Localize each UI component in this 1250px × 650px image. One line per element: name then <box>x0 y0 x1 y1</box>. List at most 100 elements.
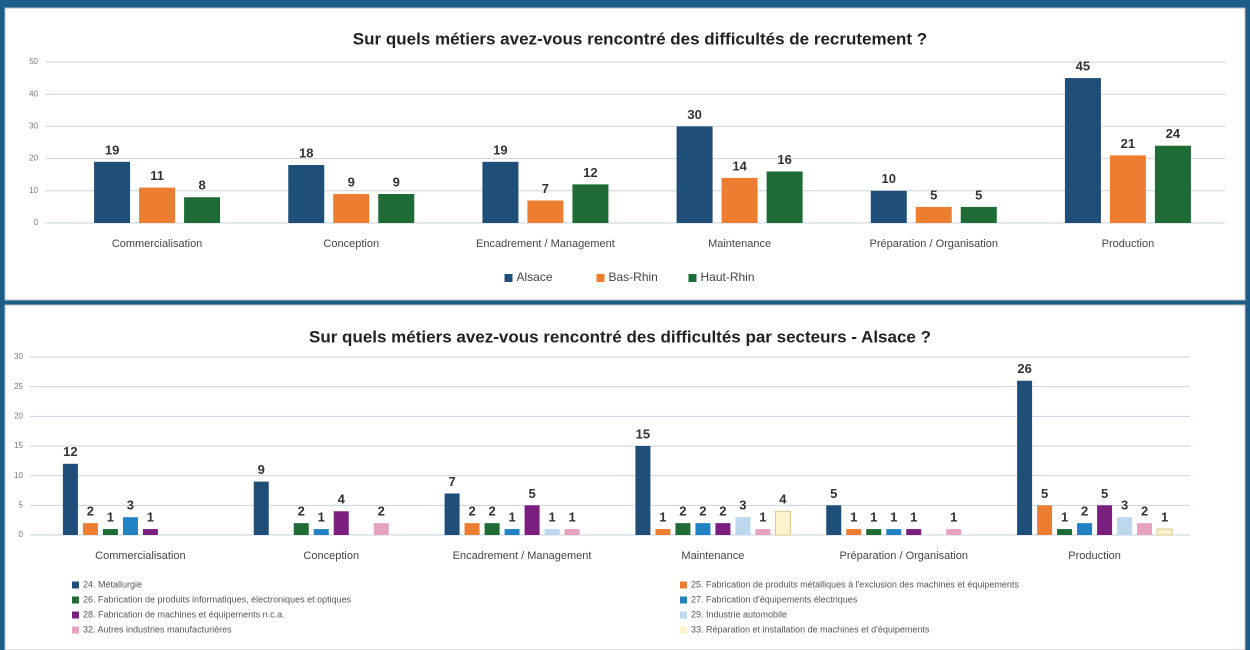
bar <box>1109 155 1146 223</box>
bar <box>826 505 842 535</box>
value-label: 21 <box>1121 136 1135 151</box>
bar <box>960 206 997 223</box>
x-tick-label: Préparation / Organisation <box>840 550 968 562</box>
value-label: 3 <box>739 498 746 513</box>
bar <box>253 481 269 535</box>
x-tick-label: Commercialisation <box>112 238 202 250</box>
bar <box>139 187 176 223</box>
value-label: 1 <box>850 510 857 525</box>
value-label: 2 <box>679 504 686 519</box>
value-label: 12 <box>63 444 77 459</box>
value-label: 2 <box>1081 504 1088 519</box>
value-label: 1 <box>508 510 515 525</box>
value-label: 12 <box>583 165 597 180</box>
legend-swatch <box>680 581 687 589</box>
value-label: 4 <box>779 492 787 507</box>
y-tick-label: 30 <box>14 352 23 361</box>
value-label: 5 <box>930 187 937 202</box>
legend-swatch <box>504 274 513 282</box>
bar <box>715 523 731 535</box>
bar <box>721 177 758 223</box>
value-label: 1 <box>870 510 877 525</box>
value-label: 1 <box>318 510 325 525</box>
x-tick-label: Encadrement / Management <box>476 238 615 250</box>
bar <box>373 523 389 535</box>
bar <box>866 529 882 535</box>
value-label: 2 <box>468 504 475 519</box>
value-label: 1 <box>568 510 575 525</box>
chart-title: Sur quels métiers avez-vous rencontré de… <box>353 29 927 48</box>
value-label: 1 <box>147 510 154 525</box>
bar <box>1057 529 1073 535</box>
bar <box>544 529 560 535</box>
legend-swatch <box>680 596 687 604</box>
value-label: 19 <box>105 142 119 157</box>
legend-swatch <box>72 581 79 589</box>
value-label: 15 <box>636 426 650 441</box>
bar <box>62 463 78 535</box>
value-label: 24 <box>1166 126 1181 141</box>
legend-label: Bas-Rhin <box>609 270 658 284</box>
value-label: 11 <box>150 168 164 183</box>
bar <box>1017 380 1033 535</box>
value-label: 9 <box>393 174 400 189</box>
bar <box>1097 505 1113 535</box>
value-label: 7 <box>448 474 455 489</box>
value-label: 1 <box>548 510 555 525</box>
bar <box>504 529 520 535</box>
value-label: 1 <box>950 510 957 525</box>
value-label: 9 <box>348 174 355 189</box>
bar <box>774 510 791 536</box>
value-label: 3 <box>1121 498 1128 513</box>
bar <box>482 161 519 223</box>
bar <box>870 190 907 223</box>
value-label: 4 <box>338 492 346 507</box>
legend-label: 29. Industrie automobile <box>691 609 787 619</box>
legend-label: 27. Fabrication d'équipements électrique… <box>691 594 858 604</box>
y-tick-label: 20 <box>29 154 38 163</box>
y-tick-label: 50 <box>29 57 38 66</box>
bar <box>333 194 370 223</box>
x-tick-label: Maintenance <box>681 550 744 562</box>
legend-label: Haut-Rhin <box>701 270 755 284</box>
legend-swatch <box>680 611 687 619</box>
bar <box>82 523 98 535</box>
value-label: 1 <box>910 510 917 525</box>
bar <box>94 161 131 223</box>
bar <box>102 529 118 535</box>
bar <box>524 505 540 535</box>
value-label: 18 <box>299 145 313 160</box>
bar <box>572 184 609 223</box>
bar <box>378 194 415 223</box>
bar <box>766 171 803 223</box>
value-label: 30 <box>687 107 701 122</box>
y-tick-label: 5 <box>19 500 24 509</box>
bar <box>1117 517 1133 535</box>
bar <box>1064 78 1101 223</box>
bar <box>635 446 651 535</box>
x-tick-label: Maintenance <box>708 238 771 250</box>
value-label: 8 <box>198 178 205 193</box>
value-label: 5 <box>1041 486 1048 501</box>
bar <box>946 529 962 535</box>
value-label: 2 <box>378 504 385 519</box>
legend-swatch <box>72 596 79 604</box>
value-label: 2 <box>298 504 305 519</box>
bar <box>484 523 500 535</box>
bar <box>527 200 564 223</box>
legend-swatch <box>680 626 687 634</box>
bar <box>122 517 138 535</box>
legend-label: 24. Métallurgie <box>83 579 142 589</box>
bar <box>142 529 158 535</box>
value-label: 9 <box>258 462 265 477</box>
x-tick-label: Conception <box>323 238 379 250</box>
x-tick-label: Production <box>1068 550 1121 562</box>
legend-swatch <box>72 611 79 619</box>
value-label: 2 <box>488 504 495 519</box>
legend-swatch <box>72 626 79 634</box>
value-label: 5 <box>528 486 535 501</box>
y-tick-label: 10 <box>14 471 23 480</box>
y-tick-label: 30 <box>29 122 38 131</box>
value-label: 14 <box>732 158 747 173</box>
